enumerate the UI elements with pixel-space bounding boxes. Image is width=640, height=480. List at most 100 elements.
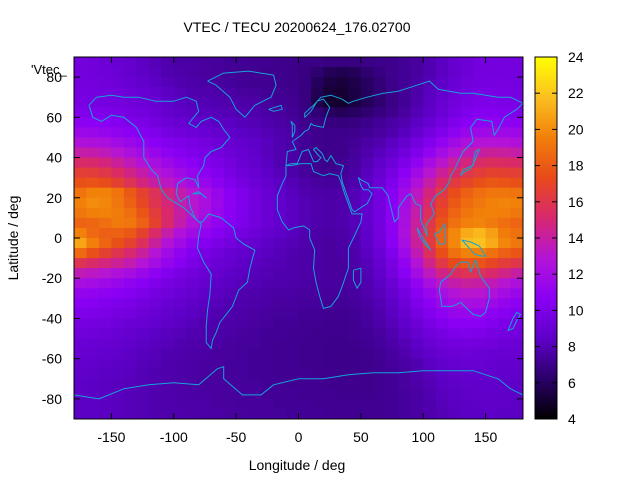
- heatmap-cell: [398, 187, 412, 199]
- y-tick-label: 20: [46, 190, 62, 206]
- heatmap-cell: [435, 137, 449, 149]
- heatmap-cell: [323, 268, 337, 279]
- heatmap-cell: [335, 388, 349, 400]
- x-tick-label: 150: [474, 429, 498, 445]
- heatmap-cell: [161, 318, 175, 330]
- y-tick-label: -20: [42, 270, 62, 286]
- heatmap-cell: [323, 97, 337, 108]
- heatmap-cell: [173, 258, 187, 269]
- x-tick-label: -50: [226, 429, 246, 445]
- heatmap-cell: [398, 207, 412, 219]
- heatmap-cell: [148, 288, 162, 299]
- heatmap-cell: [310, 298, 325, 309]
- heatmap-cell: [186, 268, 200, 279]
- heatmap-cell: [298, 398, 312, 410]
- heatmap-cell: [385, 157, 399, 169]
- heatmap-cell: [385, 298, 399, 309]
- heatmap-cell: [348, 258, 362, 269]
- heatmap-cell: [485, 308, 499, 320]
- heatmap-cell: [398, 408, 412, 419]
- heatmap-cell: [198, 358, 212, 370]
- heatmap-cell: [111, 87, 125, 98]
- heatmap-cell: [248, 127, 262, 139]
- heatmap-cell: [435, 207, 449, 219]
- heatmap-cell: [173, 398, 187, 410]
- heatmap-cell: [460, 288, 474, 299]
- heatmap-cell: [435, 248, 449, 259]
- heatmap-cell: [98, 268, 113, 279]
- heatmap-cell: [136, 187, 150, 199]
- heatmap-cell: [398, 288, 412, 299]
- heatmap-cell: [460, 67, 474, 78]
- heatmap-cell: [136, 107, 150, 118]
- heatmap-cell: [286, 227, 300, 239]
- heatmap-cell: [310, 358, 325, 370]
- heatmap-cell: [123, 67, 137, 78]
- heatmap-cell: [373, 278, 387, 289]
- heatmap-cell: [74, 328, 88, 340]
- heatmap-cell: [111, 157, 125, 169]
- heatmap-cell: [485, 147, 499, 159]
- heatmap-cell: [148, 197, 162, 209]
- heatmap-cell: [448, 127, 462, 139]
- heatmap-cell: [298, 187, 312, 199]
- heatmap-cell: [273, 398, 287, 410]
- heatmap-cell: [86, 177, 100, 189]
- heatmap-cell: [136, 308, 150, 320]
- heatmap-cell: [360, 57, 374, 68]
- heatmap-cell: [273, 298, 287, 309]
- heatmap-cell: [360, 288, 374, 299]
- heatmap-cell: [211, 87, 225, 98]
- heatmap-cell: [136, 97, 150, 108]
- heatmap-cell: [86, 318, 100, 330]
- heatmap-cell: [173, 207, 187, 219]
- heatmap-cell: [111, 398, 125, 410]
- heatmap-cell: [385, 338, 399, 350]
- heatmap-cell: [136, 338, 150, 350]
- heatmap-cell: [286, 268, 300, 279]
- heatmap-cell: [485, 137, 499, 149]
- heatmap-cell: [136, 137, 150, 149]
- x-tick-label: 50: [353, 429, 369, 445]
- heatmap-cell: [236, 67, 250, 78]
- heatmap-cell: [510, 67, 523, 78]
- heatmap-cell: [248, 268, 262, 279]
- heatmap-cell: [373, 258, 387, 269]
- heatmap-cell: [123, 308, 137, 320]
- heatmap-cell: [223, 248, 237, 259]
- heatmap-cell: [473, 167, 487, 179]
- heatmap-cell: [223, 368, 237, 380]
- heatmap-cell: [385, 197, 399, 209]
- heatmap-cell: [348, 107, 362, 118]
- heatmap-cell: [86, 207, 100, 219]
- heatmap-cell: [423, 308, 437, 320]
- heatmap-cell: [248, 167, 262, 179]
- heatmap-cell: [448, 227, 462, 239]
- heatmap-cell: [186, 177, 200, 189]
- heatmap-cell: [286, 97, 300, 108]
- heatmap-cell: [460, 197, 474, 209]
- heatmap-cell: [373, 298, 387, 309]
- heatmap-cell: [261, 67, 275, 78]
- heatmap-cell: [273, 318, 287, 330]
- heatmap-cell: [74, 238, 88, 249]
- heatmap-cell: [186, 388, 200, 400]
- heatmap-cell: [261, 408, 275, 419]
- heatmap-cell: [273, 278, 287, 289]
- heatmap-cell: [161, 217, 175, 229]
- coastline: [276, 163, 363, 309]
- heatmap-cell: [310, 117, 325, 128]
- heatmap-cell: [410, 398, 424, 410]
- heatmap-cell: [323, 348, 337, 360]
- heatmap-cell: [173, 248, 187, 259]
- heatmap-cell: [74, 378, 88, 390]
- heatmap-cell: [123, 398, 137, 410]
- heatmap-cell: [473, 117, 487, 128]
- heatmap-cell: [423, 328, 437, 340]
- coastline: [207, 70, 277, 118]
- heatmap-cell: [373, 147, 387, 159]
- heatmap-cell: [485, 107, 499, 118]
- heatmap-cell: [198, 298, 212, 309]
- heatmap-cell: [248, 398, 262, 410]
- heatmap-cell: [148, 248, 162, 259]
